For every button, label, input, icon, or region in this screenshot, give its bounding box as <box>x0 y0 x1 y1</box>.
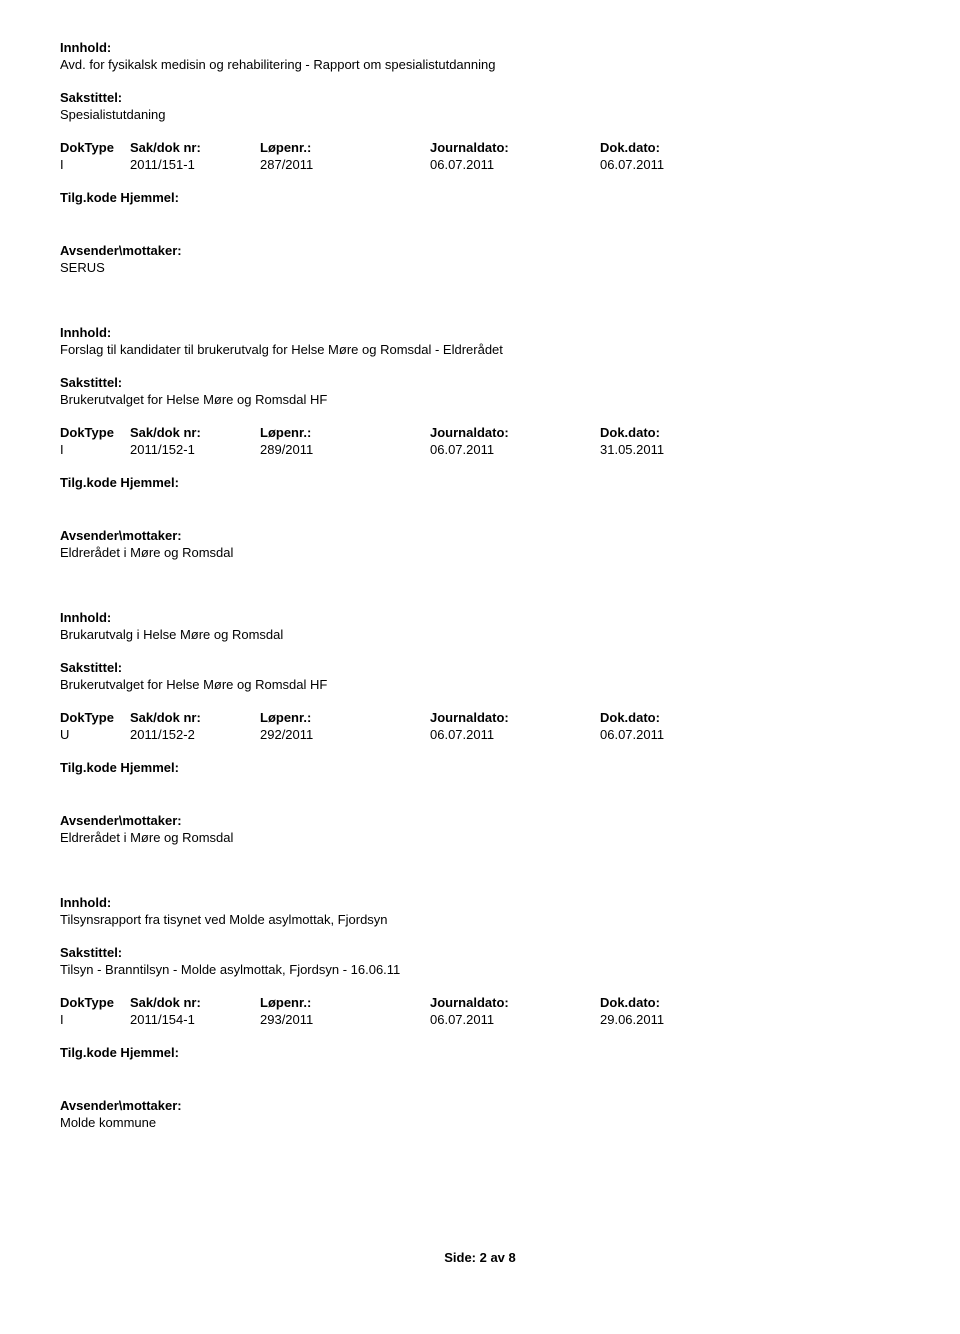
journaldato-header: Journaldato: <box>430 710 600 725</box>
dokdato-header: Dok.dato: <box>600 995 730 1010</box>
doktype-value: U <box>60 727 130 742</box>
doktype-header: DokType <box>60 425 130 440</box>
sakdok-header: Sak/dok nr: <box>130 140 260 155</box>
lopenr-value: 287/2011 <box>260 157 430 172</box>
innhold-text: Tilsynsrapport fra tisynet ved Molde asy… <box>60 912 900 927</box>
journaldato-value: 06.07.2011 <box>430 1012 600 1027</box>
sakstittel-text: Spesialistutdaning <box>60 107 900 122</box>
avsender-label: Avsender\mottaker: <box>60 243 900 258</box>
table-value-row: U 2011/152-2 292/2011 06.07.2011 06.07.2… <box>60 727 900 742</box>
doktype-header: DokType <box>60 995 130 1010</box>
dokdato-header: Dok.dato: <box>600 140 730 155</box>
journaldato-header: Journaldato: <box>430 425 600 440</box>
lopenr-header: Løpenr.: <box>260 140 430 155</box>
record: Innhold: Forslag til kandidater til bruk… <box>60 325 900 560</box>
sakdok-value: 2011/151-1 <box>130 157 260 172</box>
sakstittel-text: Brukerutvalget for Helse Møre og Romsdal… <box>60 392 900 407</box>
lopenr-value: 293/2011 <box>260 1012 430 1027</box>
table-header-row: DokType Sak/dok nr: Løpenr.: Journaldato… <box>60 140 900 155</box>
sakstittel-text: Brukerutvalget for Helse Møre og Romsdal… <box>60 677 900 692</box>
dokdato-value: 29.06.2011 <box>600 1012 730 1027</box>
doktype-header: DokType <box>60 710 130 725</box>
sakdok-value: 2011/152-2 <box>130 727 260 742</box>
page-container: Innhold: Avd. for fysikalsk medisin og r… <box>0 0 960 1285</box>
sakdok-value: 2011/154-1 <box>130 1012 260 1027</box>
table-header-row: DokType Sak/dok nr: Løpenr.: Journaldato… <box>60 995 900 1010</box>
journaldato-value: 06.07.2011 <box>430 727 600 742</box>
tilgkode-label: Tilg.kode Hjemmel: <box>60 760 900 775</box>
journaldato-header: Journaldato: <box>430 140 600 155</box>
table-header-row: DokType Sak/dok nr: Løpenr.: Journaldato… <box>60 710 900 725</box>
lopenr-header: Løpenr.: <box>260 425 430 440</box>
sakstittel-label: Sakstittel: <box>60 945 900 960</box>
lopenr-header: Løpenr.: <box>260 710 430 725</box>
sakdok-header: Sak/dok nr: <box>130 995 260 1010</box>
dokdato-value: 06.07.2011 <box>600 157 730 172</box>
innhold-label: Innhold: <box>60 610 900 625</box>
record: Innhold: Brukarutvalg i Helse Møre og Ro… <box>60 610 900 845</box>
avsender-label: Avsender\mottaker: <box>60 528 900 543</box>
innhold-label: Innhold: <box>60 895 900 910</box>
record: Innhold: Avd. for fysikalsk medisin og r… <box>60 40 900 275</box>
innhold-text: Forslag til kandidater til brukerutvalg … <box>60 342 900 357</box>
innhold-text: Avd. for fysikalsk medisin og rehabilite… <box>60 57 900 72</box>
sakstittel-text: Tilsyn - Branntilsyn - Molde asylmottak,… <box>60 962 900 977</box>
journaldato-header: Journaldato: <box>430 995 600 1010</box>
tilgkode-label: Tilg.kode Hjemmel: <box>60 190 900 205</box>
sakstittel-label: Sakstittel: <box>60 375 900 390</box>
tilgkode-label: Tilg.kode Hjemmel: <box>60 1045 900 1060</box>
table-header-row: DokType Sak/dok nr: Løpenr.: Journaldato… <box>60 425 900 440</box>
avsender-text: SERUS <box>60 260 900 275</box>
avsender-text: Eldrerådet i Møre og Romsdal <box>60 830 900 845</box>
table-value-row: I 2011/152-1 289/2011 06.07.2011 31.05.2… <box>60 442 900 457</box>
avsender-label: Avsender\mottaker: <box>60 813 900 828</box>
doktype-value: I <box>60 442 130 457</box>
table-value-row: I 2011/154-1 293/2011 06.07.2011 29.06.2… <box>60 1012 900 1027</box>
dokdato-value: 31.05.2011 <box>600 442 730 457</box>
record: Innhold: Tilsynsrapport fra tisynet ved … <box>60 895 900 1130</box>
sakdok-header: Sak/dok nr: <box>130 425 260 440</box>
sakdok-header: Sak/dok nr: <box>130 710 260 725</box>
journaldato-value: 06.07.2011 <box>430 442 600 457</box>
dokdato-header: Dok.dato: <box>600 710 730 725</box>
avsender-text: Eldrerådet i Møre og Romsdal <box>60 545 900 560</box>
sakstittel-label: Sakstittel: <box>60 660 900 675</box>
dokdato-header: Dok.dato: <box>600 425 730 440</box>
avsender-text: Molde kommune <box>60 1115 900 1130</box>
sakstittel-label: Sakstittel: <box>60 90 900 105</box>
avsender-label: Avsender\mottaker: <box>60 1098 900 1113</box>
page-footer: Side: 2 av 8 <box>60 1250 900 1265</box>
lopenr-header: Løpenr.: <box>260 995 430 1010</box>
journaldato-value: 06.07.2011 <box>430 157 600 172</box>
doktype-value: I <box>60 1012 130 1027</box>
lopenr-value: 292/2011 <box>260 727 430 742</box>
lopenr-value: 289/2011 <box>260 442 430 457</box>
dokdato-value: 06.07.2011 <box>600 727 730 742</box>
table-value-row: I 2011/151-1 287/2011 06.07.2011 06.07.2… <box>60 157 900 172</box>
tilgkode-label: Tilg.kode Hjemmel: <box>60 475 900 490</box>
doktype-header: DokType <box>60 140 130 155</box>
doktype-value: I <box>60 157 130 172</box>
innhold-label: Innhold: <box>60 325 900 340</box>
sakdok-value: 2011/152-1 <box>130 442 260 457</box>
innhold-text: Brukarutvalg i Helse Møre og Romsdal <box>60 627 900 642</box>
innhold-label: Innhold: <box>60 40 900 55</box>
